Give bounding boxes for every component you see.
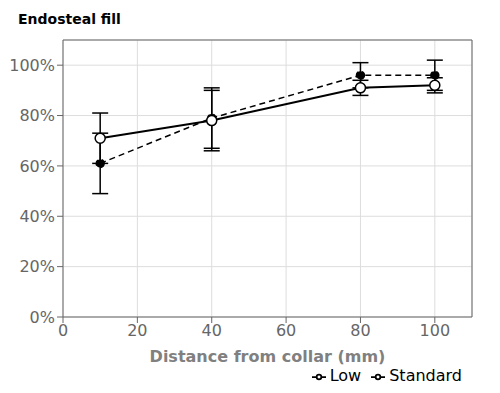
- html-text:Endosteal fill: Endosteal fill: [18, 11, 121, 27]
- svg-text:60: 60: [276, 321, 296, 340]
- svg-text:0%: 0%: [30, 308, 55, 327]
- svg-text:60%: 60%: [19, 157, 55, 176]
- svg-text:20: 20: [127, 321, 147, 340]
- svg-text:Distance from collar (mm): Distance from collar (mm): [150, 347, 386, 366]
- html-text:Standard: Standard: [389, 366, 462, 385]
- svg-text:80%: 80%: [19, 106, 55, 125]
- svg-text:20%: 20%: [19, 257, 55, 276]
- svg-text:100: 100: [420, 321, 451, 340]
- svg-text:40%: 40%: [19, 207, 55, 226]
- svg-text:0: 0: [58, 321, 68, 340]
- svg-text:100%: 100%: [9, 56, 55, 75]
- svg-text:40: 40: [202, 321, 222, 340]
- svg-text:80: 80: [350, 321, 370, 340]
- html-text:Low: Low: [329, 366, 362, 385]
